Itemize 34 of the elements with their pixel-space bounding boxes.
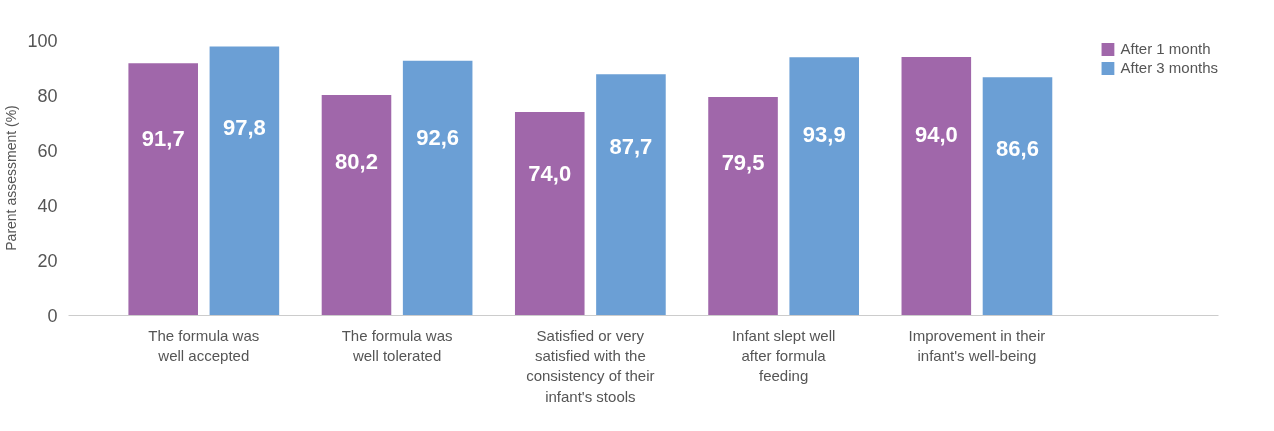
bar bbox=[789, 57, 859, 316]
x-tick-label: Improvement in their infant's well-being bbox=[908, 326, 1046, 364]
bar bbox=[209, 46, 280, 316]
bar bbox=[321, 94, 392, 316]
legend-label: After 1 month bbox=[1120, 40, 1211, 57]
data-label: 87,7 bbox=[609, 134, 653, 160]
bar bbox=[982, 77, 1053, 316]
y-tick-label: 100 bbox=[27, 31, 58, 51]
bar bbox=[402, 60, 473, 316]
data-label: 91,7 bbox=[141, 126, 185, 152]
x-tick-label: Infant slept well after formula feeding bbox=[731, 326, 836, 385]
bar bbox=[596, 74, 666, 316]
data-label: 94,0 bbox=[914, 122, 958, 148]
x-tick-label: The formula was well accepted bbox=[148, 326, 260, 364]
data-label: 97,8 bbox=[222, 114, 266, 140]
data-label: 80,2 bbox=[335, 148, 378, 174]
y-tick-label: 80 bbox=[37, 86, 58, 106]
data-label: 92,6 bbox=[416, 124, 460, 150]
y-tick-label: 60 bbox=[37, 141, 58, 161]
bar bbox=[901, 57, 972, 316]
data-label: 79,5 bbox=[721, 149, 765, 175]
bar bbox=[514, 112, 585, 316]
data-label: 74,0 bbox=[528, 160, 572, 186]
y-tick-label: 40 bbox=[37, 196, 58, 216]
legend-label: After 3 months bbox=[1120, 59, 1218, 76]
y-axis-title: Parent assessment (%) bbox=[3, 105, 20, 251]
x-tick-label: The formula was well tolerated bbox=[341, 326, 453, 364]
y-tick-label: 0 bbox=[47, 306, 58, 326]
data-label: 86,6 bbox=[996, 136, 1039, 162]
data-label: 93,9 bbox=[802, 122, 846, 148]
y-tick-label: 20 bbox=[37, 251, 58, 271]
x-tick-label: Satisfied or very satisfied with the consistency of their infant's stools bbox=[526, 326, 655, 405]
bar bbox=[128, 63, 198, 316]
bar bbox=[708, 96, 778, 316]
